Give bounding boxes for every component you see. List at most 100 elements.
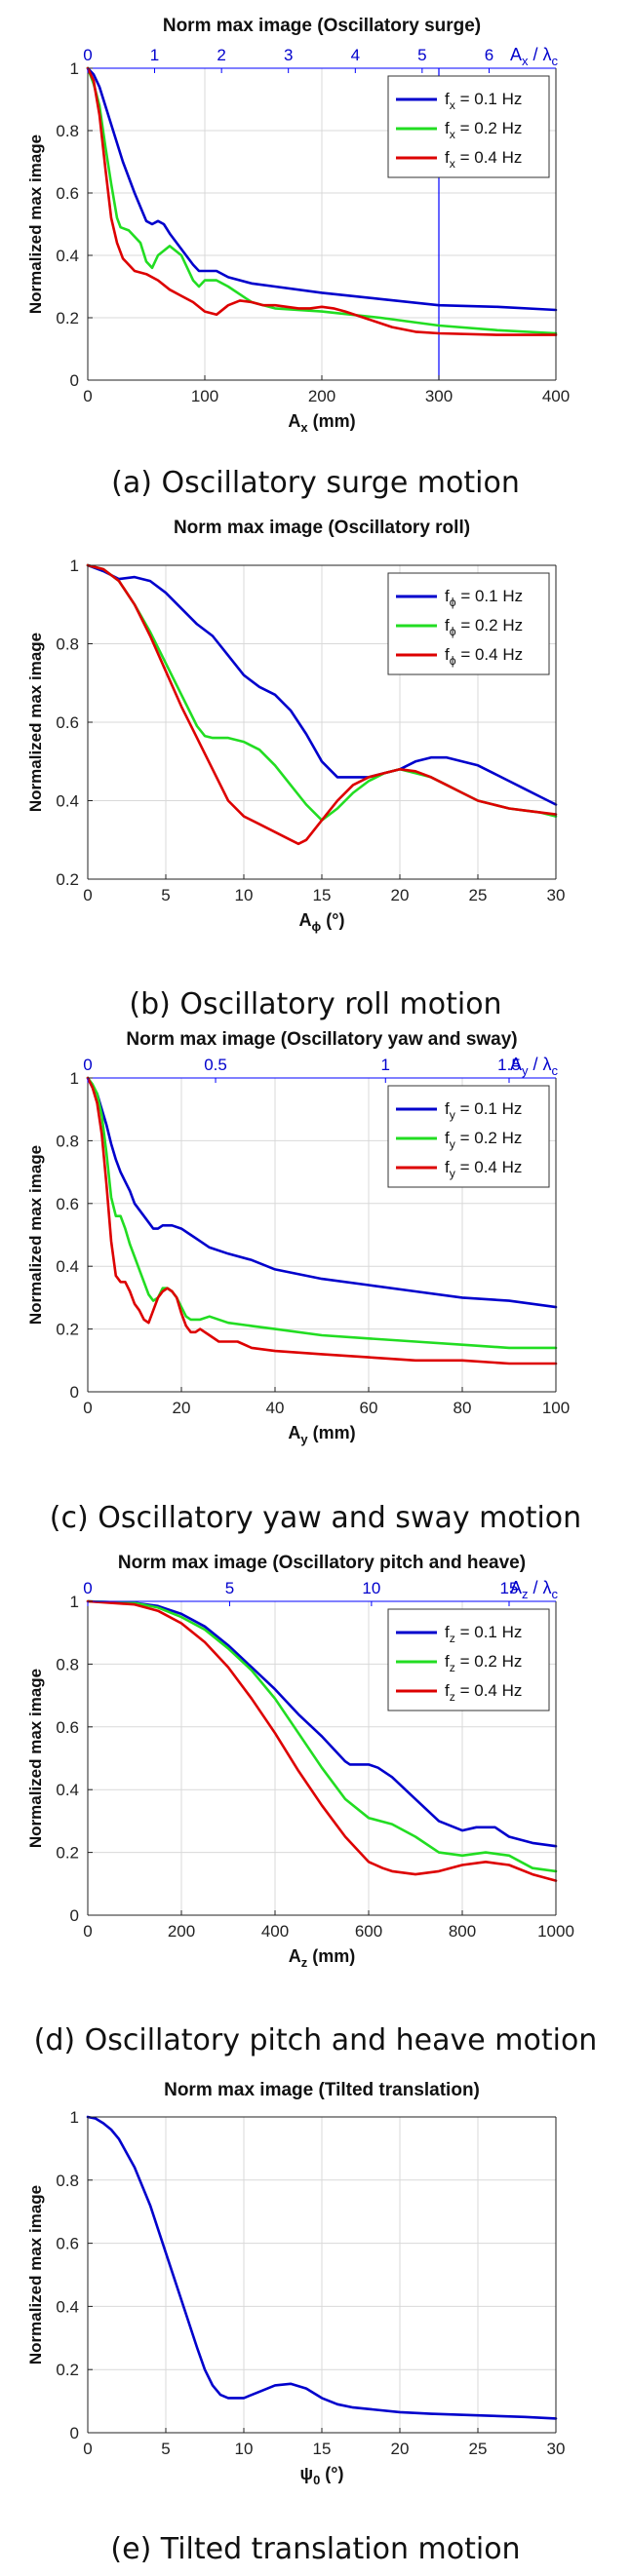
chart-c-y-tick-label-4: 0.8 — [56, 1132, 79, 1150]
chart-e-y-tick-label-2: 0.4 — [56, 2297, 79, 2316]
chart-c-top-axis-label-main: A — [510, 1055, 522, 1074]
chart-d-top-axis-label: Az / λc — [510, 1578, 559, 1601]
chart-a-top-axis-label-tail-sub: c — [552, 54, 559, 68]
chart-b-x-tick-label-0: 0 — [83, 886, 92, 904]
chart-a-x-axis-label-tail: (mm) — [308, 411, 356, 431]
chart-d-x-tick-label-0: 0 — [83, 1922, 92, 1941]
chart-b-legend-label-2-main: f — [445, 645, 450, 664]
chart-e-y-tick-label-4: 0.8 — [56, 2172, 79, 2190]
chart-a-x-tick-label-3: 300 — [425, 387, 453, 405]
chart-a-y-tick-label-0: 0 — [70, 371, 79, 390]
caption-c: (c) Oscillatory yaw and sway motion — [49, 1501, 582, 1535]
chart-e-y-tick-label-1: 0.2 — [56, 2361, 79, 2379]
chart-e-x-axis-label: ψ0 (°) — [300, 2464, 344, 2487]
chart-e: 0 5 10 15 20 25 30 0 0.2 0.4 0.6 0.8 1 Norm max image… — [26, 2080, 565, 2487]
chart-a-top-axis-label-sub: x — [522, 54, 529, 68]
chart-a-top-tick-label-2: 2 — [217, 46, 225, 64]
chart-a-legend-label-0-main: f — [445, 90, 450, 108]
chart-e-y-axis-label: Normalized max image — [26, 2185, 45, 2365]
chart-c-legend — [387, 1085, 550, 1188]
chart-c-y-tick-label-0: 0 — [70, 1383, 79, 1402]
chart-d-top-tick-label-2: 10 — [362, 1579, 380, 1597]
chart-c-legend-label-1-sub: y — [450, 1137, 456, 1151]
chart-e-x-tick-label-4: 20 — [391, 2440, 410, 2458]
chart-a-legend-label-2-main: f — [445, 148, 450, 167]
chart-c-y-tick-label-3: 0.6 — [56, 1195, 79, 1213]
chart-a-top-tick-label-1: 1 — [150, 46, 159, 64]
chart-e-x-tick-label-5: 25 — [469, 2440, 488, 2458]
chart-b-legend-label-1-main: f — [445, 616, 450, 634]
chart-c-legend-label-2: fy = 0.4 Hz — [445, 1158, 522, 1180]
chart-a-top-axis-label: Ax / λc — [510, 45, 559, 68]
chart-c-x-tick-label-3: 60 — [360, 1399, 378, 1417]
chart-a-top-tick-label-0: 0 — [83, 46, 92, 64]
chart-e-x-tick-label-0: 0 — [83, 2440, 92, 2458]
chart-a-legend-label-1-sub: x — [450, 128, 455, 141]
chart-e-x-axis-label-main: ψ — [300, 2464, 314, 2483]
chart-a-legend-label-0-sub: x — [450, 98, 455, 112]
chart-d-x-tick-label-2: 400 — [261, 1922, 289, 1941]
caption-d: (d) Oscillatory pitch and heave motion — [33, 2023, 598, 2057]
chart-a-legend-label-2-tail: = 0.4 Hz — [455, 148, 523, 167]
chart-b-x-tick-label-4: 20 — [391, 886, 410, 904]
chart-c-series-0-line — [86, 1076, 558, 1309]
chart-d-x-axis-label-main: A — [289, 1946, 301, 1966]
chart-d-legend-label-2: fz = 0.4 Hz — [445, 1681, 522, 1704]
chart-c-top-tick-label-2: 1 — [381, 1056, 390, 1074]
chart-d-title: Norm max image (Oscillatory pitch and he… — [118, 1553, 526, 1573]
chart-b-legend-label-2: fϕ = 0.4 Hz — [445, 645, 523, 668]
chart-d-top-axis-label-sub: z — [522, 1587, 529, 1601]
chart-d-series-1-line — [86, 1599, 558, 1873]
chart-b-legend-label-1-tail: = 0.2 Hz — [456, 616, 524, 634]
chart-b-y-tick-label-1: 0.4 — [56, 792, 79, 811]
chart-a-x-tick-label-1: 100 — [191, 387, 218, 405]
chart-a-legend — [387, 75, 550, 178]
caption-e: (e) Tilted translation motion — [110, 2532, 521, 2566]
chart-c-legend-label-0-sub: y — [450, 1108, 456, 1122]
chart-c-x-axis-label-sub: y — [300, 1432, 308, 1446]
chart-d-legend-label-0-tail: = 0.1 Hz — [455, 1623, 523, 1641]
chart-b-series-0-line — [86, 563, 558, 806]
chart-c-title: Norm max image (Oscillatory yaw and sway… — [126, 1029, 517, 1050]
chart-d-top-axis-label-tail-sub: c — [552, 1587, 559, 1601]
chart-d-x-tick-label-3: 600 — [355, 1922, 382, 1941]
chart-d-legend-label-0-main: f — [445, 1623, 450, 1641]
caption-b: (b) Oscillatory roll motion — [129, 987, 502, 1021]
chart-b-legend-label-0-sub: ϕ — [450, 596, 456, 609]
chart-b-x-tick-label-6: 30 — [547, 886, 566, 904]
chart-a-x-axis-label: Ax (mm) — [288, 411, 355, 435]
chart-b-legend-label-2-sub: ϕ — [450, 654, 456, 668]
chart-b-title: Norm max image (Oscillatory roll) — [174, 518, 470, 538]
chart-a-top-axis-label-main: A — [510, 45, 522, 64]
chart-c-top-axis-label-tail-sub: c — [552, 1063, 559, 1078]
chart-d-legend-label-1-main: f — [445, 1652, 450, 1671]
chart-c-legend-label-0-tail: = 0.1 Hz — [455, 1099, 523, 1118]
chart-d-x-tick-label-1: 200 — [168, 1922, 195, 1941]
chart-c-series-1-line — [86, 1076, 558, 1350]
chart-d-top-axis-label-main: A — [510, 1578, 522, 1597]
chart-b-legend-label-1: fϕ = 0.2 Hz — [445, 616, 523, 638]
chart-b-x-axis-label-sub: ϕ — [312, 919, 322, 934]
chart-c-x-axis-label-tail: (mm) — [308, 1423, 356, 1442]
chart-d-y-tick-label-4: 0.8 — [56, 1655, 79, 1673]
chart-b-x-tick-label-3: 15 — [313, 886, 332, 904]
chart-a-top-tick-label-4: 4 — [351, 46, 360, 64]
chart-c-top-axis-label: Ay / λc — [510, 1055, 559, 1078]
chart-a-y-tick-label-4: 0.8 — [56, 122, 79, 140]
chart-d-legend-label-1-tail: = 0.2 Hz — [455, 1652, 523, 1671]
chart-c-y-tick-label-5: 1 — [70, 1069, 79, 1088]
chart-b: 0 5 10 15 20 25 30 0.2 0.4 0.6 0.8 1 Norm max image … — [26, 518, 565, 934]
chart-a-x-tick-label-2: 200 — [308, 387, 335, 405]
chart-c-x-axis-label-main: A — [288, 1423, 300, 1442]
chart-b-x-axis-label-main: A — [299, 910, 312, 930]
chart-b-y-tick-label-2: 0.6 — [56, 713, 79, 732]
chart-a-x-tick-label-4: 400 — [542, 387, 570, 405]
chart-c-top-tick-label-1: 0.5 — [204, 1056, 227, 1074]
chart-a-y-axis-label: Normalized max image — [26, 135, 45, 314]
chart-a-legend-label-1: fx = 0.2 Hz — [445, 119, 522, 141]
chart-c-top-tick-label-0: 0 — [83, 1056, 92, 1074]
chart-d-legend — [387, 1608, 550, 1711]
chart-d-legend-label-0: fz = 0.1 Hz — [445, 1623, 522, 1645]
chart-b-legend-label-0-main: f — [445, 587, 450, 605]
chart-d-x-tick-label-5: 1000 — [537, 1922, 574, 1941]
